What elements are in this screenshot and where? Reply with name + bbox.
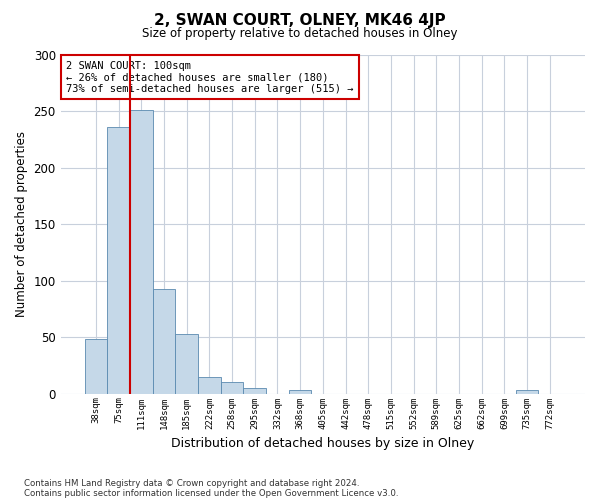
Text: Size of property relative to detached houses in Olney: Size of property relative to detached ho… [142, 28, 458, 40]
Bar [107, 127, 130, 394]
Text: 2 SWAN COURT: 100sqm
← 26% of detached houses are smaller (180)
73% of semi-deta: 2 SWAN COURT: 100sqm ← 26% of detached h… [66, 60, 354, 94]
Bar [152, 288, 175, 394]
Bar [130, 110, 152, 394]
Y-axis label: Number of detached properties: Number of detached properties [15, 132, 28, 318]
Text: 2, SWAN COURT, OLNEY, MK46 4JP: 2, SWAN COURT, OLNEY, MK46 4JP [154, 12, 446, 28]
Text: Contains HM Land Registry data © Crown copyright and database right 2024.: Contains HM Land Registry data © Crown c… [24, 478, 359, 488]
Bar [244, 388, 266, 394]
Bar [221, 382, 244, 394]
Bar [289, 390, 311, 394]
Bar [175, 334, 198, 394]
Bar [516, 390, 538, 394]
Text: Contains public sector information licensed under the Open Government Licence v3: Contains public sector information licen… [24, 488, 398, 498]
Bar [85, 340, 107, 394]
Bar [198, 376, 221, 394]
X-axis label: Distribution of detached houses by size in Olney: Distribution of detached houses by size … [171, 437, 475, 450]
